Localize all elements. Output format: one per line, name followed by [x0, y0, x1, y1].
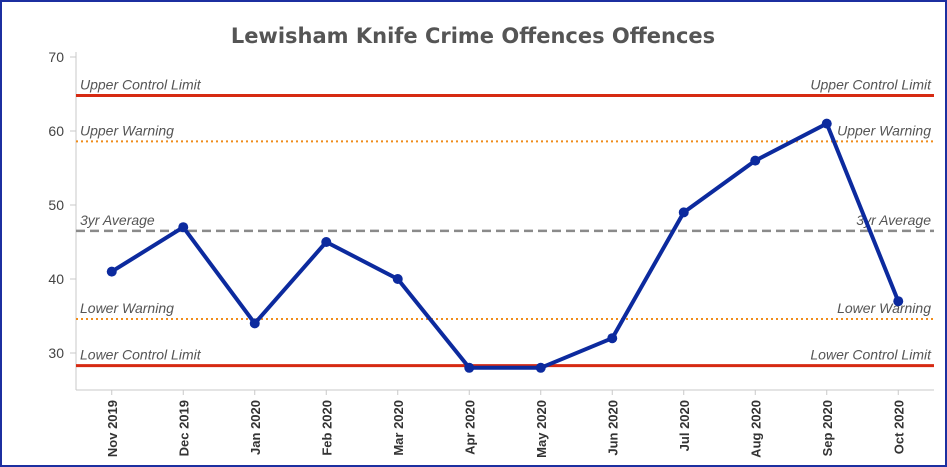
y-tick-label: 40 [48, 271, 64, 287]
x-tick-label: Sep 2020 [820, 400, 835, 456]
reference-lines: Upper Control Limit Upper Control Limit Up… [76, 76, 934, 368]
x-tick-label: Oct 2020 [891, 400, 906, 454]
y-tick-label: 50 [48, 197, 64, 213]
y-tick-label: 70 [48, 49, 64, 65]
x-tick-label: Apr 2020 [462, 400, 477, 455]
x-tick-label: Dec 2019 [176, 400, 191, 456]
x-tick-label: Jan 2020 [248, 400, 263, 455]
x-tick-label: Aug 2020 [748, 400, 763, 458]
y-axis-ticks: 30 40 50 60 70 [48, 49, 76, 361]
data-point [750, 155, 761, 166]
x-tick-label: Feb 2020 [319, 400, 334, 456]
chart-title: Lewisham Knife Crime Offences Offences [231, 24, 715, 48]
data-point [607, 333, 618, 344]
y-tick-label: 30 [48, 345, 64, 361]
x-axis-ticks: Nov 2019 Dec 2019 Jan 2020 Feb 2020 Mar 2020… [105, 390, 906, 458]
x-tick-label: Jul 2020 [677, 400, 692, 451]
x-tick-label: Mar 2020 [391, 400, 406, 456]
x-tick-label: Nov 2019 [105, 400, 120, 457]
data-point [392, 274, 403, 284]
reference-label-right: Lower Warning [837, 300, 931, 316]
data-point [821, 118, 832, 129]
series-line [109, 121, 901, 370]
x-tick-label: May 2020 [534, 400, 549, 458]
reference-label-left: Upper Control Limit [80, 76, 202, 92]
reference-label-left: Upper Warning [80, 122, 174, 138]
reference-label-left: Lower Warning [80, 300, 174, 316]
data-point [535, 362, 546, 373]
reference-label-right: 3yr Average [856, 212, 931, 228]
reference-label-left: 3yr Average [80, 212, 155, 228]
reference-label-right: Lower Control Limit [810, 347, 932, 363]
data-point [678, 207, 689, 218]
data-point [249, 318, 260, 329]
axes [75, 52, 934, 391]
reference-label-right: Upper Control Limit [810, 76, 932, 92]
series-layer [106, 118, 904, 373]
data-point [893, 296, 904, 307]
reference-label-right: Upper Warning [837, 122, 931, 138]
reference-label-left: Lower Control Limit [80, 347, 202, 363]
data-point [178, 222, 189, 233]
data-point [106, 266, 117, 277]
data-point [321, 237, 332, 247]
y-tick-label: 60 [48, 123, 64, 139]
data-point [464, 362, 475, 373]
x-tick-label: Jun 2020 [605, 400, 620, 456]
